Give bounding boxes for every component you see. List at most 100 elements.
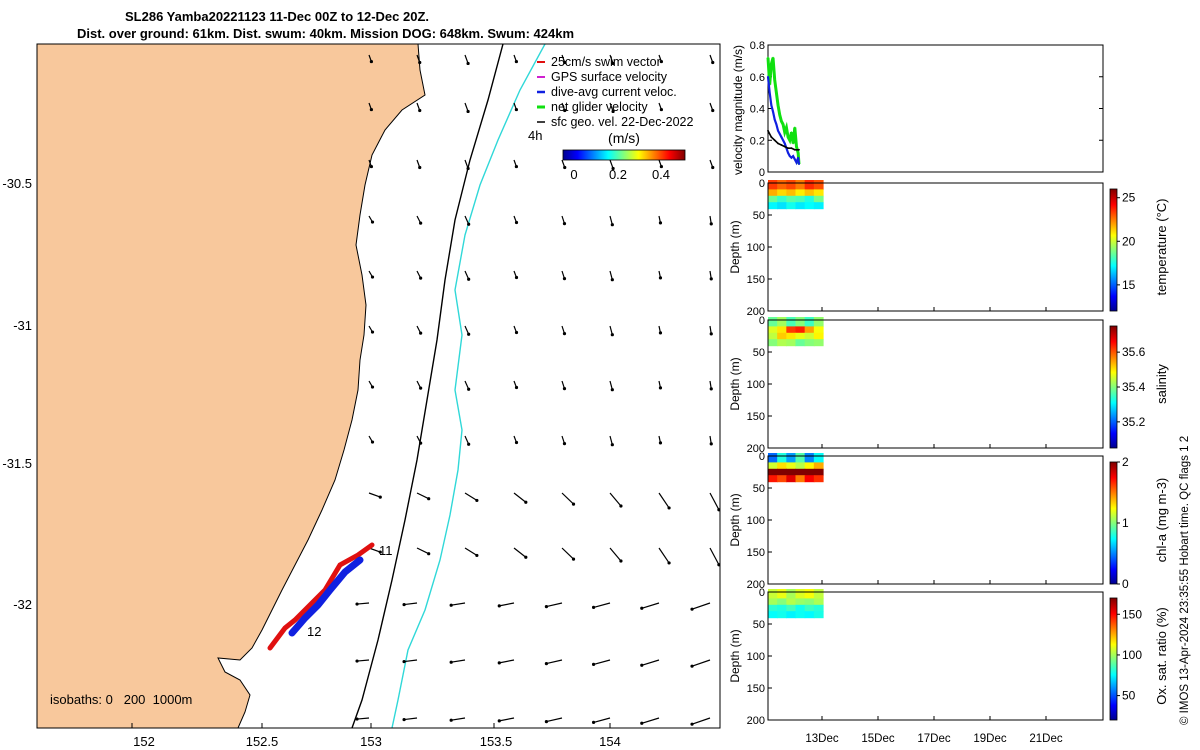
lon-tick-label: 153.5 [480, 734, 513, 749]
vector-arrow [513, 547, 527, 558]
vector-arrow [499, 659, 515, 664]
section-cell [795, 339, 806, 347]
section-cell [813, 195, 824, 203]
depth-tick-label: 0 [759, 315, 765, 327]
vector-arrow-head [467, 387, 471, 391]
depth-tick-label: 150 [747, 547, 765, 559]
velocity-y-ticks: 0 0.2 0.4 0.6 0.8 [750, 40, 1103, 179]
vector-arrow [593, 602, 611, 608]
vector-arrow [561, 547, 574, 560]
colorbar-tick-label: 150 [1122, 607, 1142, 621]
depth-tick-label: 0 [759, 451, 765, 463]
section-cell [786, 195, 797, 203]
section-ylabel: Depth (m) [728, 220, 742, 273]
velocity-point [792, 155, 795, 158]
section-cell [795, 189, 806, 197]
velocity-point [775, 123, 778, 126]
surface-geostrophic-vectors [355, 54, 720, 726]
vector-arrow-head [419, 386, 423, 390]
section-cell [813, 604, 824, 612]
vector-arrow [368, 492, 381, 498]
section-colorbar [1109, 597, 1118, 721]
velocity-point [773, 139, 776, 142]
section-panel-chl-a[interactable]: 0 50 100 150 200 Depth (m) 0 1 2 chl-a (mg m-3) [728, 451, 1169, 591]
vector-arrow [356, 602, 370, 605]
speed-colorbar-tick: 0 [570, 167, 577, 182]
vector-arrow-head [475, 553, 479, 558]
section-panel-temperature[interactable]: 0 50 100 150 200 Depth (m) 15 20 25 temperature (… [728, 178, 1169, 318]
legend-label-gps: GPS surface velocity [551, 70, 668, 84]
vector-arrow-head [659, 59, 663, 64]
section-cell [777, 475, 787, 483]
legend-label-net: net glider velocity [551, 100, 648, 114]
section-plot-background [768, 456, 1103, 584]
vector-arrow [641, 659, 660, 666]
depth-tick-label: 50 [753, 619, 765, 631]
section-ylabel: Depth (m) [728, 357, 742, 410]
section-cell [804, 453, 815, 463]
depth-tick-label: 150 [747, 411, 765, 423]
velocity-point [778, 133, 781, 135]
map-legend: 25cm/s swim vector GPS surface velocity … [537, 55, 693, 129]
vector-arrow-head [449, 718, 453, 722]
vector-arrow-head [418, 165, 422, 170]
colorbar-tick-label: 35.6 [1122, 345, 1146, 359]
section-cell [804, 339, 815, 347]
section-cell [777, 462, 787, 470]
figure-title-line2: Dist. over ground: 61km. Dist. swum: 40k… [77, 26, 575, 41]
section-panel-salinity[interactable]: 0 50 100 150 200 Depth (m) 35.2 35.4 35.6 salinit… [728, 315, 1169, 455]
velocity-point [798, 163, 800, 165]
section-cell [768, 598, 778, 606]
vector-arrow-head [524, 500, 528, 504]
vector-arrow-head [355, 602, 359, 606]
section-cell [795, 611, 806, 619]
velocity-point [790, 131, 793, 134]
vector-arrow-head [562, 222, 567, 226]
colorbar-tick-label: 100 [1122, 648, 1142, 662]
vector-arrow-head [640, 606, 644, 610]
map-panel[interactable]: 152 152.5 153 153.5 154 -30.5 -31 -31.5 … [2, 43, 721, 749]
vector-arrow [451, 717, 466, 721]
section-cell [777, 468, 787, 476]
vector-arrow [513, 492, 527, 503]
vector-arrow-head [514, 275, 519, 280]
vector-arrow-head [709, 277, 713, 281]
vector-arrow [499, 602, 515, 607]
depth-tick-label: 100 [747, 242, 765, 254]
section-cell [768, 202, 778, 210]
vector-arrow [546, 602, 563, 608]
section-cell [786, 604, 797, 612]
velocity-point [773, 79, 776, 81]
depth-tick-label: 50 [753, 347, 765, 359]
vector-arrow-head [562, 332, 567, 336]
section-cell [777, 317, 787, 327]
colorbar-tick-label: 15 [1122, 278, 1136, 292]
vector-arrow [416, 492, 429, 500]
vector-arrow [404, 659, 418, 663]
lon-tick-label: 152.5 [246, 734, 279, 749]
vector-arrow-head [711, 165, 715, 170]
velocity-magnitude-chart[interactable]: 0 0.2 0.4 0.6 0.8 velocity magnitude (m/s) [731, 40, 1104, 179]
section-cell [777, 332, 787, 340]
depth-tick-label: 0 [759, 587, 765, 599]
section-cell [786, 189, 797, 197]
velocity-point [787, 152, 789, 154]
vector-arrow-head [619, 504, 623, 508]
vector-arrow-head [475, 498, 479, 503]
section-cell [768, 468, 778, 476]
section-cell [804, 589, 815, 599]
vector-arrow [709, 547, 720, 566]
section-cell [768, 604, 778, 612]
section-panel-ox--sat--ratio[interactable]: 0 50 100 150 200 Depth (m) 50 100 150 Ox. sat. ra… [728, 587, 1169, 727]
section-cell [777, 598, 787, 606]
section-cell [804, 462, 815, 470]
section-cell [786, 611, 797, 619]
velocity-point [787, 136, 789, 138]
land-area [37, 44, 426, 728]
vector-arrow-head [591, 662, 596, 666]
isobath-label: isobaths: 0 200 1000m [50, 692, 192, 707]
vector-arrow [416, 547, 429, 555]
time-marker-12: 12 [307, 624, 321, 639]
depth-tick-label: 100 [747, 515, 765, 527]
